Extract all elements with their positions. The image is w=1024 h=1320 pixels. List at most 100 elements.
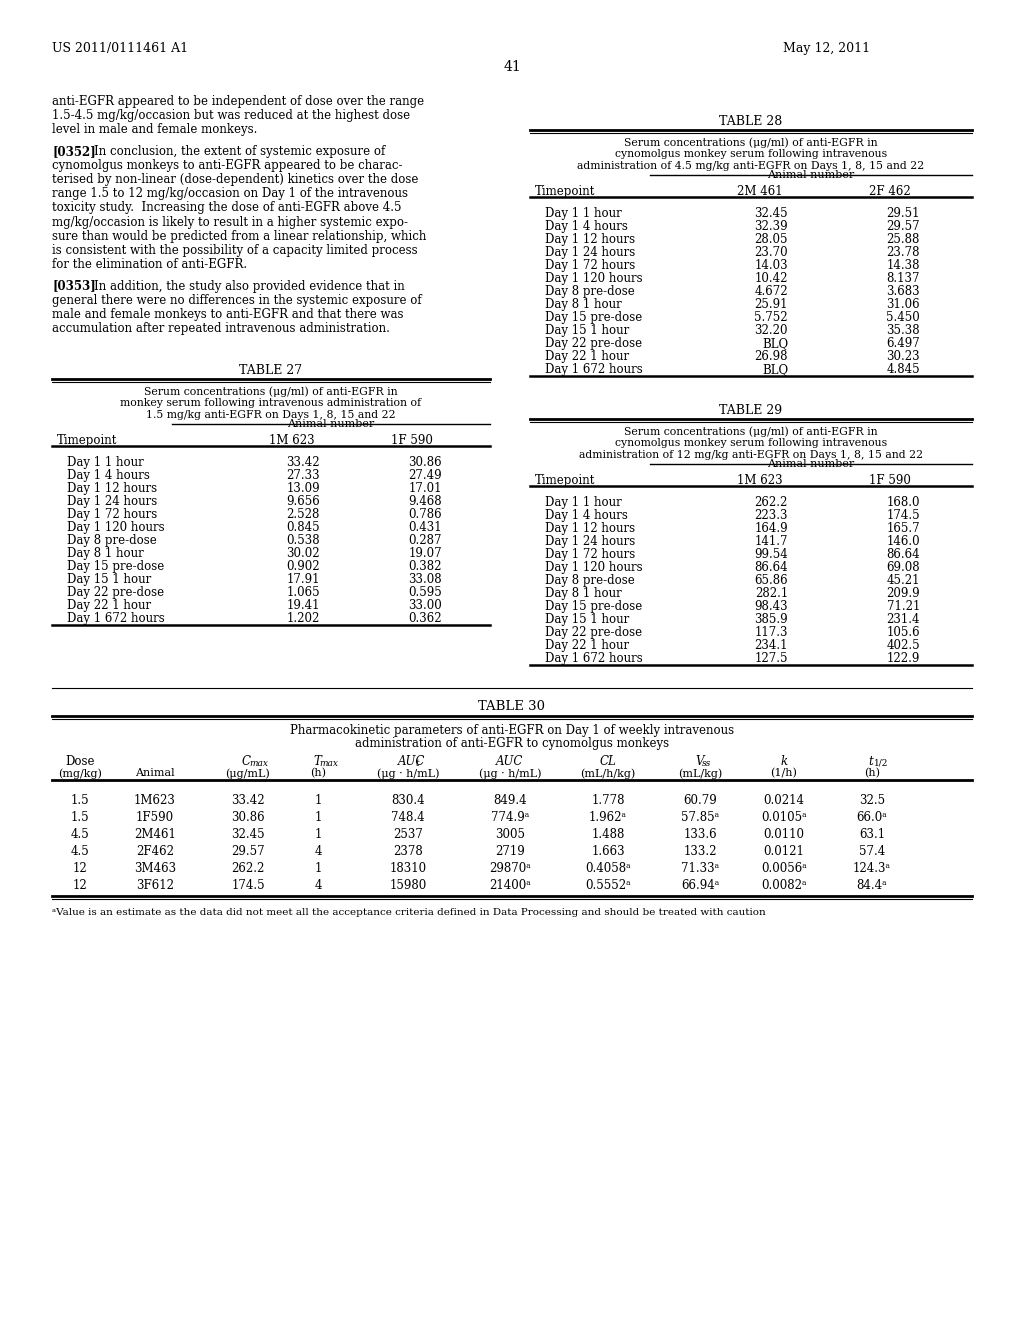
Text: 69.08: 69.08 [887, 561, 920, 574]
Text: Serum concentrations (μg/ml) of anti-EGFR in: Serum concentrations (μg/ml) of anti-EGF… [625, 426, 878, 437]
Text: 164.9: 164.9 [755, 521, 788, 535]
Text: mg/kg/occasion is likely to result in a higher systemic expo-: mg/kg/occasion is likely to result in a … [52, 215, 408, 228]
Text: 4: 4 [314, 845, 322, 858]
Text: level in male and female monkeys.: level in male and female monkeys. [52, 123, 257, 136]
Text: 2719: 2719 [496, 845, 525, 858]
Text: 8.137: 8.137 [887, 272, 920, 285]
Text: Animal: Animal [135, 768, 175, 777]
Text: administration of 12 mg/kg anti-EGFR on Days 1, 8, 15 and 22: administration of 12 mg/kg anti-EGFR on … [579, 450, 923, 459]
Text: t: t [868, 755, 872, 768]
Text: 2537: 2537 [393, 828, 423, 841]
Text: Day 1 672 hours: Day 1 672 hours [545, 652, 643, 665]
Text: 9.656: 9.656 [287, 495, 319, 508]
Text: 223.3: 223.3 [755, 510, 788, 521]
Text: 1.962ᵃ: 1.962ᵃ [589, 810, 627, 824]
Text: 1F590: 1F590 [136, 810, 174, 824]
Text: 13.09: 13.09 [287, 482, 319, 495]
Text: CL: CL [600, 755, 616, 768]
Text: Day 1 4 hours: Day 1 4 hours [545, 510, 628, 521]
Text: 165.7: 165.7 [887, 521, 920, 535]
Text: Day 15 1 hour: Day 15 1 hour [67, 573, 152, 586]
Text: 32.45: 32.45 [231, 828, 265, 841]
Text: 234.1: 234.1 [755, 639, 788, 652]
Text: 141.7: 141.7 [755, 535, 788, 548]
Text: 71.21: 71.21 [887, 601, 920, 612]
Text: 32.39: 32.39 [755, 220, 788, 234]
Text: 2.528: 2.528 [287, 508, 319, 521]
Text: 117.3: 117.3 [755, 626, 788, 639]
Text: 66.94ᵃ: 66.94ᵃ [681, 879, 719, 892]
Text: 1.778: 1.778 [591, 795, 625, 807]
Text: 0.0110: 0.0110 [764, 828, 805, 841]
Text: for the elimination of anti-EGFR.: for the elimination of anti-EGFR. [52, 259, 247, 272]
Text: 1.065: 1.065 [287, 586, 319, 599]
Text: (μg/mL): (μg/mL) [225, 768, 270, 779]
Text: 1.5: 1.5 [71, 795, 89, 807]
Text: 385.9: 385.9 [755, 612, 788, 626]
Text: 1M623: 1M623 [134, 795, 176, 807]
Text: 0.595: 0.595 [409, 586, 442, 599]
Text: Day 8 1 hour: Day 8 1 hour [545, 298, 622, 312]
Text: 19.41: 19.41 [287, 599, 319, 612]
Text: 849.4: 849.4 [494, 795, 526, 807]
Text: Day 22 1 hour: Day 22 1 hour [545, 350, 629, 363]
Text: sure than would be predicted from a linear relationship, which: sure than would be predicted from a line… [52, 230, 426, 243]
Text: cynomolgus monkey serum following intravenous: cynomolgus monkey serum following intrav… [615, 438, 887, 447]
Text: 4.5: 4.5 [71, 828, 89, 841]
Text: 0.902: 0.902 [287, 561, 319, 573]
Text: 1/2: 1/2 [874, 759, 889, 768]
Text: 18310: 18310 [389, 862, 427, 875]
Text: cynomolgus monkeys to anti-EGFR appeared to be charac-: cynomolgus monkeys to anti-EGFR appeared… [52, 158, 402, 172]
Text: Day 22 pre-dose: Day 22 pre-dose [545, 337, 642, 350]
Text: 1: 1 [314, 795, 322, 807]
Text: Timepoint: Timepoint [57, 434, 118, 447]
Text: Day 22 1 hour: Day 22 1 hour [545, 639, 629, 652]
Text: Day 22 pre-dose: Day 22 pre-dose [545, 626, 642, 639]
Text: 1M 623: 1M 623 [269, 434, 314, 447]
Text: 402.5: 402.5 [887, 639, 920, 652]
Text: Timepoint: Timepoint [535, 185, 595, 198]
Text: male and female monkeys to anti-EGFR and that there was: male and female monkeys to anti-EGFR and… [52, 308, 403, 321]
Text: is consistent with the possibility of a capacity limited process: is consistent with the possibility of a … [52, 244, 418, 257]
Text: 1.5: 1.5 [71, 810, 89, 824]
Text: Day 1 4 hours: Day 1 4 hours [545, 220, 628, 234]
Text: 65.86: 65.86 [755, 574, 788, 587]
Text: 122.9: 122.9 [887, 652, 920, 665]
Text: 2M 461: 2M 461 [737, 185, 782, 198]
Text: 774.9ᵃ: 774.9ᵃ [490, 810, 529, 824]
Text: 21400ᵃ: 21400ᵃ [489, 879, 530, 892]
Text: Animal number: Animal number [288, 420, 375, 429]
Text: 105.6: 105.6 [887, 626, 920, 639]
Text: 12: 12 [73, 879, 87, 892]
Text: 33.08: 33.08 [409, 573, 442, 586]
Text: 0.845: 0.845 [287, 521, 319, 535]
Text: 26.98: 26.98 [755, 350, 788, 363]
Text: 29870ᵃ: 29870ᵃ [489, 862, 530, 875]
Text: 35.38: 35.38 [887, 323, 920, 337]
Text: 133.6: 133.6 [683, 828, 717, 841]
Text: cynomolgus monkey serum following intravenous: cynomolgus monkey serum following intrav… [615, 149, 887, 158]
Text: 30.86: 30.86 [231, 810, 265, 824]
Text: 168.0: 168.0 [887, 496, 920, 510]
Text: 3F612: 3F612 [136, 879, 174, 892]
Text: 1: 1 [314, 862, 322, 875]
Text: Serum concentrations (μg/ml) of anti-EGFR in: Serum concentrations (μg/ml) of anti-EGF… [144, 387, 397, 397]
Text: V: V [695, 755, 703, 768]
Text: 32.45: 32.45 [755, 207, 788, 220]
Text: Animal number: Animal number [767, 459, 855, 469]
Text: 174.5: 174.5 [887, 510, 920, 521]
Text: 15980: 15980 [389, 879, 427, 892]
Text: Day 8 pre-dose: Day 8 pre-dose [67, 535, 157, 548]
Text: 231.4: 231.4 [887, 612, 920, 626]
Text: 4: 4 [314, 879, 322, 892]
Text: 29.57: 29.57 [231, 845, 265, 858]
Text: Day 1 120 hours: Day 1 120 hours [545, 272, 643, 285]
Text: 1.5-4.5 mg/kg/occasion but was reduced at the highest dose: 1.5-4.5 mg/kg/occasion but was reduced a… [52, 110, 411, 123]
Text: Day 1 72 hours: Day 1 72 hours [545, 259, 635, 272]
Text: terised by non-linear (dose-dependent) kinetics over the dose: terised by non-linear (dose-dependent) k… [52, 173, 419, 186]
Text: 98.43: 98.43 [755, 601, 788, 612]
Text: accumulation after repeated intravenous administration.: accumulation after repeated intravenous … [52, 322, 390, 335]
Text: 5.450: 5.450 [886, 312, 920, 323]
Text: 25.88: 25.88 [887, 234, 920, 246]
Text: 60.79: 60.79 [683, 795, 717, 807]
